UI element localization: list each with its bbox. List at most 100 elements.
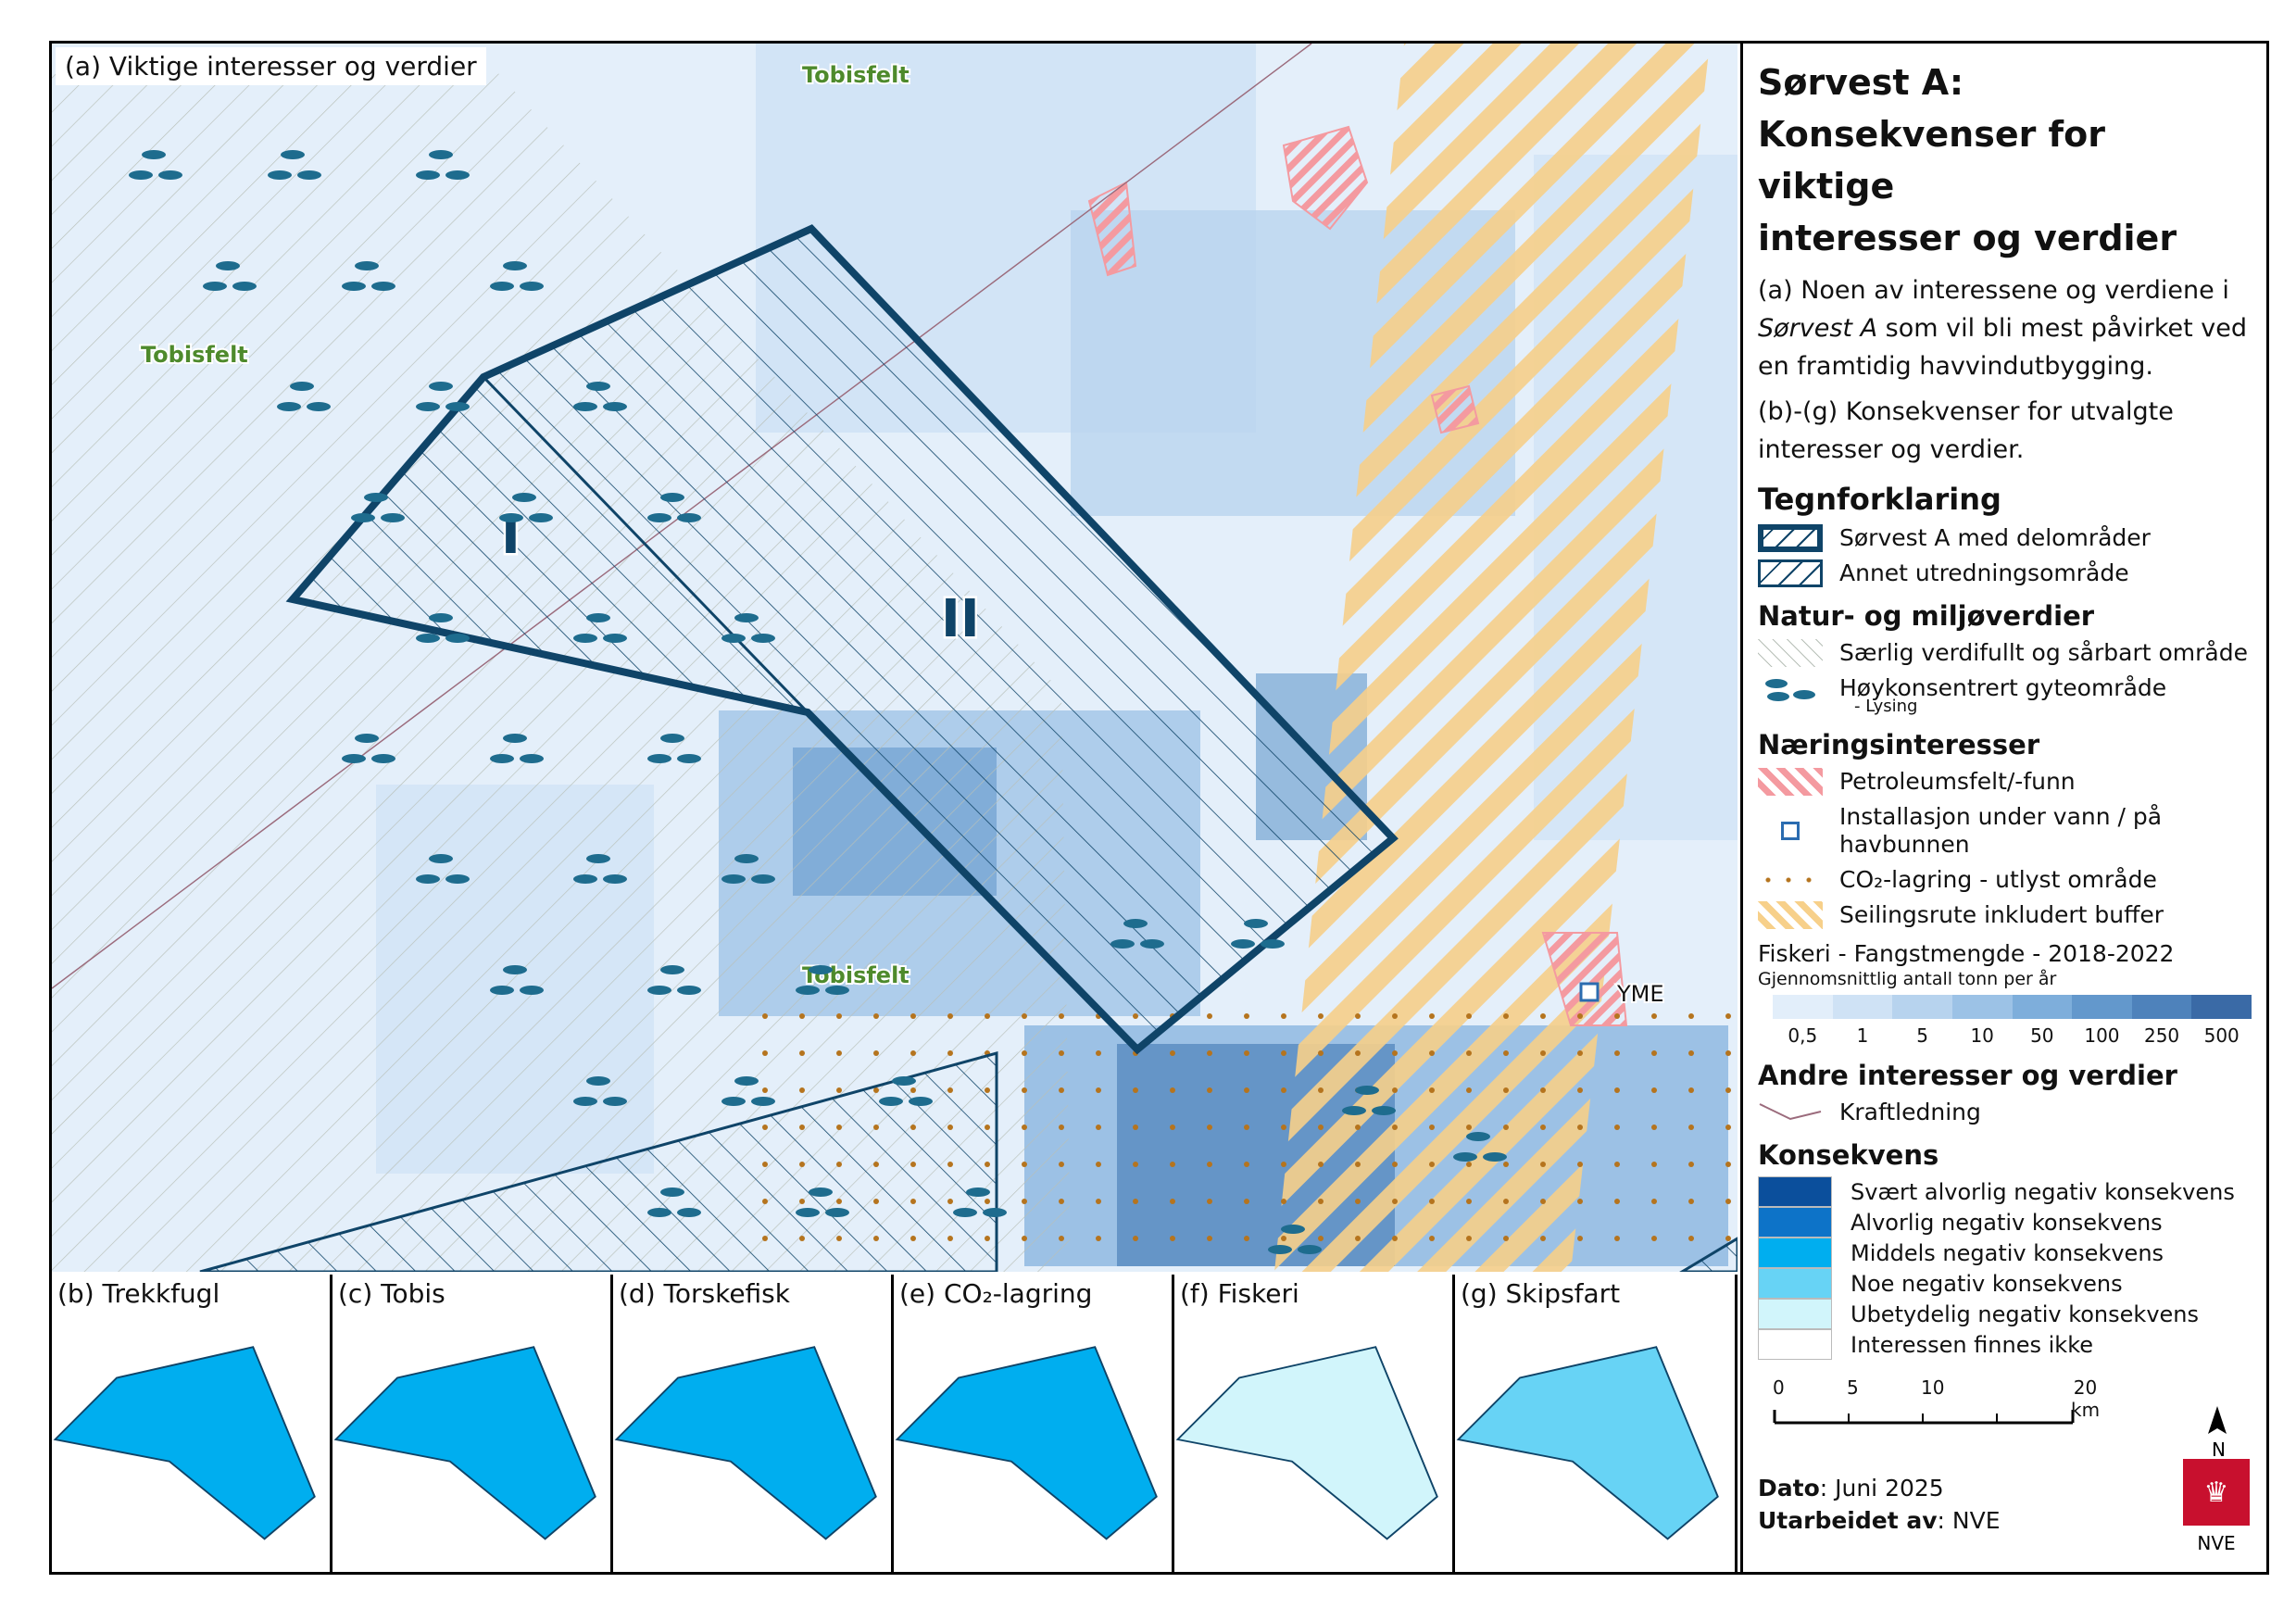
fish-icon [297, 170, 321, 180]
legend-item: Høykonsentrert gyteområde [1758, 674, 2252, 702]
fish-icon [1342, 1106, 1366, 1115]
consequence-swatch [1758, 1268, 1832, 1299]
fish-icon [281, 150, 305, 159]
main-map: I II Tobisfelt Tobisfelt Tobisfelt YME (… [52, 44, 1738, 1272]
fish-icon [268, 170, 292, 180]
panel-area-shape [614, 1346, 877, 1540]
consequence-swatch [1758, 1299, 1832, 1329]
panel-label: (c) Tobis [338, 1278, 445, 1309]
date-value: : Juni 2025 [1819, 1475, 1944, 1502]
fish-icon [1244, 919, 1268, 928]
ramp-step [1832, 995, 1893, 1019]
consequence-label: Ubetydelig negativ konsekvens [1851, 1301, 2199, 1327]
fish-icon [445, 170, 470, 180]
desc-text: som vil bli mest påvirket ved en framtid… [1758, 314, 2248, 381]
swatch [1758, 559, 1823, 587]
legend-sublabel: - Lysing [1854, 697, 1918, 716]
consequence-swatch [1758, 1207, 1832, 1238]
fish-icon [520, 986, 544, 995]
swatch [1758, 866, 1823, 894]
consequence-item: Svært alvorlig negativ konsekvens [1758, 1176, 2252, 1207]
ramp-step [1773, 995, 1833, 1019]
panel-area-shape [1456, 1346, 1719, 1540]
fish-icon [445, 874, 470, 884]
legend-label: Seilingsrute inkludert buffer [1839, 901, 2164, 928]
consequence-panel: (f) Fiskeri [1174, 1275, 1455, 1572]
co2-storage-area [756, 988, 1738, 1248]
fish-icon [203, 282, 227, 291]
consequence-item: Interessen finnes ikke [1758, 1329, 2252, 1360]
legend-heading: Natur- og miljøverdier [1758, 600, 2095, 632]
fish-icon [953, 1208, 977, 1217]
swatch [1758, 768, 1823, 796]
logo-text: NVE [2183, 1526, 2250, 1561]
other-survey-area [199, 1051, 998, 1272]
fish-icon [371, 754, 395, 763]
legend-heading: Tegnforklaring [1758, 482, 2001, 517]
fish-icon [647, 513, 671, 522]
ramp-tick: 5 [1916, 1024, 1928, 1047]
fish-icon [734, 613, 759, 622]
legend-heading: Næringsinteresser [1758, 729, 2040, 760]
panel-label: (b) Trekkfugl [57, 1278, 220, 1309]
panel-polygon [1456, 1346, 1719, 1540]
place-label-tobisfelt: Tobisfelt [141, 342, 248, 368]
fish-icon [909, 1097, 933, 1106]
fish-icon [342, 754, 366, 763]
fish-icon [503, 734, 527, 743]
fish-icon [677, 1208, 701, 1217]
legend-label: Kraftledning [1839, 1099, 1981, 1125]
consequence-panels: (b) Trekkfugl (c) Tobis (d) Torskefisk (e) … [52, 1275, 1738, 1572]
title-line: Sørvest A: [1758, 62, 1964, 103]
scale-label: 10 [1921, 1376, 1945, 1399]
spawning-fish-icons [129, 150, 1507, 1254]
legend-label: CO₂-lagring - utlyst område [1839, 866, 2157, 893]
fish-icon [721, 634, 746, 643]
ramp-step [2012, 995, 2073, 1019]
north-label: N [2212, 1439, 2226, 1461]
fish-icon [603, 634, 627, 643]
fishery-legend-subtitle: Gjennomsnittlig antall tonn per år [1758, 969, 2057, 989]
subarea-divider [482, 375, 809, 714]
fishery-ramp-ticks: 0,5 1 5 10 50 100 250 500 [1773, 1024, 2252, 1047]
consequence-panel: (d) Torskefisk [613, 1275, 894, 1572]
legend-description: (a) Noen av interessene og verdiene i Sø… [1758, 271, 2252, 385]
fish-icon [983, 1208, 1007, 1217]
fish-icon [512, 493, 536, 502]
fish-icon [1261, 939, 1285, 949]
fish-icon [277, 402, 301, 411]
panel-polygon [895, 1346, 1158, 1540]
consequence-legend: Svært alvorlig negativ konsekvens Alvorli… [1758, 1176, 2252, 1360]
ramp-tick: 100 [2084, 1024, 2120, 1047]
scale-label: 20 km [2071, 1376, 2101, 1421]
fish-icon [290, 382, 314, 391]
fish-icon [825, 1208, 849, 1217]
ramp-step [2191, 995, 2252, 1019]
legend-item: CO₂-lagring - utlyst område [1758, 866, 2252, 894]
panel-label: (f) Fiskeri [1180, 1278, 1299, 1309]
ramp-step [1892, 995, 1952, 1019]
fish-icon [216, 261, 240, 270]
petroleum-field [1282, 125, 1369, 231]
legend-item: Sørvest A med delområder [1758, 524, 2252, 552]
fish-icon [660, 1187, 684, 1197]
fish-icon [355, 261, 379, 270]
fish-icon [586, 1076, 610, 1086]
fish-icon [1355, 1086, 1379, 1095]
legend-label: Installasjon under vann / på havbunnen [1839, 803, 2163, 858]
fish-icon [809, 1187, 833, 1197]
consequence-item: Noe negativ konsekvens [1758, 1268, 2252, 1299]
fish-icon [586, 382, 610, 391]
consequence-panel: (e) CO₂-lagring [894, 1275, 1174, 1572]
consequence-panel: (c) Tobis [332, 1275, 613, 1572]
legend-item: Seilingsrute inkludert buffer [1758, 901, 2252, 929]
fish-icon [1140, 939, 1164, 949]
consequence-swatch [1758, 1329, 1832, 1360]
desc-text: (a) Noen av interessene og verdiene i [1758, 276, 2229, 305]
fish-icon [1231, 939, 1255, 949]
ramp-step [2131, 995, 2192, 1019]
fish-icon [158, 170, 182, 180]
ramp-tick: 1 [1856, 1024, 1869, 1047]
fish-icon [966, 1187, 990, 1197]
consequence-swatch [1758, 1176, 1832, 1207]
